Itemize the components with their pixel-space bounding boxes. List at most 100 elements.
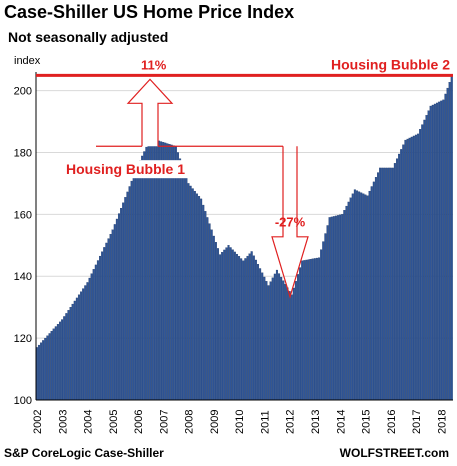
bar (120, 207, 123, 401)
bar (370, 186, 373, 401)
bar (332, 216, 335, 401)
bar (204, 211, 207, 401)
bar (393, 163, 396, 401)
bar (381, 167, 384, 401)
bar (242, 260, 245, 401)
bar (145, 146, 148, 401)
bar (80, 291, 83, 401)
bar (37, 344, 40, 401)
bar (358, 191, 361, 401)
bar (427, 110, 430, 401)
x-tick-label: 2002 (32, 410, 44, 434)
bar (164, 142, 167, 401)
bar (229, 247, 232, 401)
bar (349, 197, 352, 401)
y-axis-label: index (14, 55, 41, 67)
bar (162, 142, 165, 401)
bar (296, 274, 300, 401)
bar (92, 269, 95, 401)
drop-arrow (271, 146, 309, 299)
bar (328, 217, 331, 401)
bubble1-label-bg (64, 160, 190, 179)
bar (107, 238, 110, 401)
bar (176, 152, 179, 401)
bar (429, 105, 432, 401)
bar (330, 216, 333, 401)
bar (374, 177, 377, 401)
bar (195, 193, 198, 401)
bubble2-label: Housing Bubble 2 (331, 56, 450, 72)
bar (313, 258, 316, 401)
bar (410, 136, 413, 401)
bar (275, 269, 278, 401)
bar (71, 303, 74, 401)
bar (438, 101, 441, 401)
y-tick-label: 120 (14, 333, 32, 345)
bar (431, 104, 434, 401)
bar (126, 191, 129, 401)
bar (440, 100, 443, 401)
bar (395, 158, 399, 401)
bar (134, 170, 137, 401)
y-tick-label: 200 (14, 86, 32, 98)
bar (286, 287, 289, 401)
bar (193, 190, 196, 401)
bar (56, 324, 59, 401)
bar (115, 218, 118, 401)
x-tick-label: 2018 (436, 410, 448, 434)
bar (210, 229, 213, 401)
bar (61, 319, 64, 401)
bar (141, 155, 144, 401)
bar (301, 260, 304, 401)
bar (96, 260, 99, 401)
bar (109, 234, 112, 401)
bar (341, 214, 344, 401)
bar (67, 310, 70, 401)
bar (256, 264, 260, 401)
bar (59, 321, 62, 401)
bar (320, 249, 323, 401)
bar (259, 268, 262, 401)
bar (278, 273, 281, 401)
bar (214, 242, 217, 401)
x-tick-label: 2014 (335, 410, 347, 434)
bar (225, 247, 228, 401)
bar (404, 139, 407, 401)
bar (263, 276, 266, 401)
bar (292, 287, 295, 401)
x-tick-label: 2013 (310, 410, 322, 434)
bar (82, 288, 85, 401)
bar (103, 247, 106, 401)
bar (421, 124, 424, 401)
bar (99, 255, 102, 401)
bar (326, 225, 329, 401)
bar (408, 137, 411, 401)
bar (153, 139, 156, 401)
bar (425, 115, 428, 401)
x-tick-label: 2011 (259, 410, 271, 434)
bar (124, 197, 127, 401)
bar (42, 340, 45, 401)
x-tick-label: 2010 (234, 410, 246, 434)
bar (360, 192, 363, 401)
bar (117, 213, 121, 401)
bar (170, 144, 173, 401)
bar (345, 205, 348, 401)
bar (315, 257, 318, 401)
bar (280, 276, 283, 401)
bar (166, 143, 169, 401)
bar (398, 153, 401, 401)
bar (50, 330, 53, 401)
bar (88, 277, 91, 401)
bar (368, 190, 371, 401)
bar (362, 193, 365, 401)
bar (355, 190, 358, 401)
rise-arrow (126, 78, 174, 147)
bar (77, 294, 81, 401)
x-tick-label: 2012 (285, 410, 297, 434)
bar (383, 167, 386, 401)
y-tick-label: 160 (14, 209, 32, 221)
bar (73, 300, 76, 401)
